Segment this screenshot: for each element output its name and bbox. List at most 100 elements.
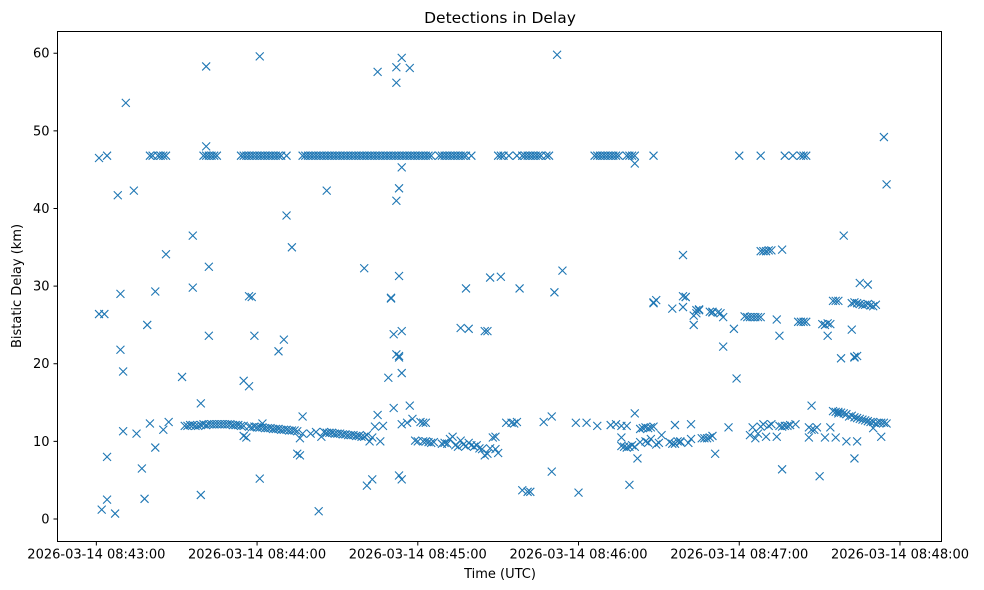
chart-title: Detections in Delay (424, 9, 576, 27)
data-point-marker (852, 436, 862, 446)
data-point-marker (750, 433, 760, 443)
data-point-marker (622, 421, 632, 431)
data-point-marker (855, 278, 865, 288)
data-point-marker (140, 494, 149, 504)
data-point-marker (424, 151, 433, 161)
data-point-marker (116, 345, 125, 355)
data-point-marker (113, 190, 123, 200)
data-point-marker (630, 159, 640, 168)
data-point-marker (362, 481, 372, 490)
y-tick-label: 30 (33, 280, 50, 295)
data-point-marker (820, 433, 830, 442)
y-axis-ticks: 0 10 20 30 40 50 60 (33, 47, 58, 527)
data-point-marker (367, 475, 377, 484)
data-point-marker (239, 431, 249, 441)
x-tick-label: 2026-03-14 08:48:00 (831, 548, 969, 563)
data-point-marker (801, 151, 811, 161)
data-point-marker (732, 374, 741, 383)
data-point-marker (394, 183, 404, 193)
data-point-marker (491, 432, 500, 442)
data-point-marker (196, 398, 206, 408)
data-point-marker (204, 262, 214, 272)
data-point-marker (204, 331, 214, 341)
data-point-marker (397, 368, 407, 378)
data-point-marker (876, 432, 886, 442)
data-point-marker (357, 432, 366, 442)
data-point-marker (442, 439, 452, 449)
data-point-marker (788, 151, 798, 161)
y-axis-title: Bistatic Delay (km) (10, 224, 25, 348)
data-point-marker (193, 421, 203, 431)
data-point-marker (705, 307, 715, 317)
data-point-marker (509, 419, 519, 428)
y-tick-label: 40 (33, 202, 50, 217)
x-axis-ticks: 2026-03-14 08:43:00 2026-03-14 08:44:00 20… (27, 541, 969, 563)
data-point-marker (654, 438, 664, 448)
data-point-marker (777, 464, 787, 474)
data-point-marker (408, 414, 417, 424)
data-point-marker (274, 346, 283, 356)
data-point-marker (718, 312, 728, 322)
data-point-marker (571, 418, 581, 428)
data-point-marker (852, 413, 862, 423)
data-point-marker (129, 186, 139, 196)
data-point-marker (667, 439, 677, 449)
data-point-marker (850, 298, 859, 307)
data-point-marker (391, 78, 401, 88)
data-point-marker (466, 151, 476, 161)
data-point-marker (322, 186, 332, 196)
data-point-marker (99, 309, 109, 319)
data-point-marker (804, 433, 814, 442)
data-point-marker (702, 433, 712, 443)
data-point-marker (453, 442, 463, 452)
data-point-marker (177, 372, 187, 382)
data-point-marker (201, 141, 211, 151)
data-point-marker (394, 353, 404, 362)
data-point-marker (641, 436, 650, 446)
data-point-marker (282, 151, 291, 161)
plot-frame (57, 31, 942, 542)
data-point-marker (448, 432, 458, 442)
data-point-marker (118, 367, 128, 376)
data-point-marker (362, 430, 372, 440)
data-point-marker (692, 305, 701, 315)
data-point-marker (279, 335, 289, 345)
y-tick-label: 60 (33, 47, 50, 62)
data-point-marker (383, 373, 393, 383)
data-point-marker (831, 433, 841, 442)
data-point-marker (547, 412, 557, 421)
data-point-marker (675, 437, 685, 447)
data-point-marker (209, 151, 219, 161)
data-point-marker (689, 320, 699, 330)
data-point-marker (483, 326, 492, 336)
data-point-marker (359, 263, 369, 273)
data-point-marker (547, 467, 557, 477)
data-point-marker (686, 419, 696, 429)
data-point-marker (475, 443, 484, 453)
data-point-marker (833, 407, 843, 417)
data-point-marker (394, 471, 404, 480)
data-point-marker (241, 433, 251, 442)
data-point-marker (458, 151, 468, 161)
data-point-marker (295, 433, 305, 443)
data-point-marker (748, 423, 758, 432)
data-point-marker (440, 438, 449, 448)
data-point-marker (145, 151, 155, 161)
data-point-marker (842, 436, 851, 446)
data-point-marker (868, 301, 878, 311)
data-point-marker (515, 284, 524, 293)
data-point-marker (306, 429, 316, 438)
data-point-marker (850, 454, 859, 463)
data-point-marker (756, 312, 766, 322)
data-point-marker (812, 423, 822, 432)
data-point-marker (831, 296, 841, 306)
data-point-marker (517, 485, 527, 495)
data-point-marker (882, 180, 891, 189)
x-tick-label: 2026-03-14 08:44:00 (188, 548, 326, 563)
data-point-marker (716, 308, 725, 318)
data-point-marker (681, 292, 691, 302)
data-point-marker (825, 423, 835, 432)
data-point-marker (397, 53, 407, 63)
data-point-marker (764, 421, 774, 431)
data-point-marker (839, 409, 849, 418)
